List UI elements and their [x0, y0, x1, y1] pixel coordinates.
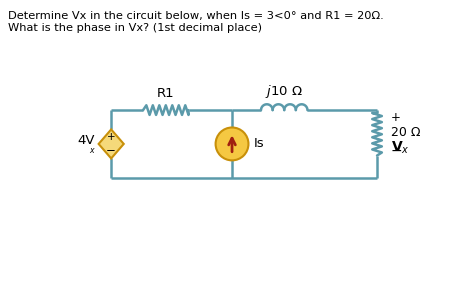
Circle shape: [216, 128, 248, 160]
Text: +: +: [107, 132, 116, 142]
Text: $_x$: $_x$: [89, 146, 96, 156]
Text: −: −: [391, 143, 402, 157]
Text: 4V: 4V: [77, 133, 95, 147]
Text: What is the phase in Vx? (1st decimal place): What is the phase in Vx? (1st decimal pl…: [8, 23, 262, 33]
Text: Is: Is: [253, 137, 264, 151]
Text: $\mathbf{V}$$_x$: $\mathbf{V}$$_x$: [391, 140, 410, 156]
Text: +: +: [391, 111, 401, 124]
Text: R1: R1: [157, 87, 174, 101]
Text: −: −: [106, 144, 116, 157]
Polygon shape: [99, 130, 124, 158]
Text: Determine Vx in the circuit below, when Is = 3<0° and R1 = 20Ω.: Determine Vx in the circuit below, when …: [8, 11, 383, 20]
Text: 20 Ω: 20 Ω: [391, 126, 420, 139]
Text: $j$10 $\Omega$: $j$10 $\Omega$: [265, 83, 303, 101]
